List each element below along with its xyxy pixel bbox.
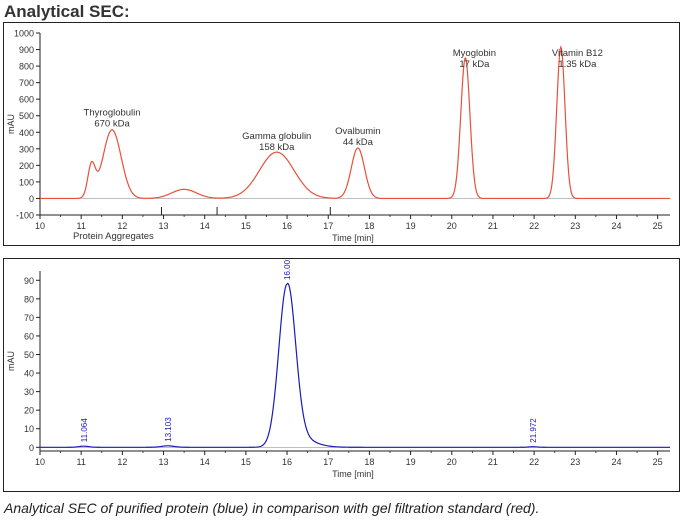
x-tick-label: 13 (159, 457, 169, 467)
sample-chart-panel: 0 10 20 30 40 50 60 70 80 90 10 11 12 13 14 15 16 17 18 19 2… (3, 258, 680, 492)
y-tick-label: 300 (19, 144, 34, 154)
y-tick-label: 90 (24, 276, 34, 286)
peak-annotation: Protein Aggregates (73, 231, 154, 242)
annotation-text: Thyroglobulin (84, 108, 141, 119)
x-tick-label: 20 (447, 221, 457, 231)
x-axis-label: Time [min] (332, 233, 374, 243)
y-tick-label: 30 (24, 387, 34, 397)
y-tick-label: 100 (19, 177, 34, 187)
x-tick-label: 11 (77, 221, 86, 231)
annotation-text: 158 kDa (259, 142, 295, 153)
series-line-1-0 (40, 282, 670, 448)
series-line-0-0 (40, 45, 670, 200)
y-tick-label: 500 (19, 111, 34, 121)
x-tick-label: 16 (282, 457, 292, 467)
x-tick-label: 22 (529, 221, 539, 231)
x-tick-label: 21 (488, 457, 498, 467)
annotation-text: 670 kDa (94, 119, 130, 130)
y-tick-label: 400 (19, 128, 34, 138)
x-tick-label: 23 (570, 457, 580, 467)
x-tick-label: 10 (35, 457, 45, 467)
peak-retention-label: 13.103 (164, 417, 173, 442)
x-tick-label: 19 (406, 457, 416, 467)
y-tick-label: 60 (24, 331, 34, 341)
x-tick-label: 15 (241, 457, 251, 467)
x-tick-label: 10 (35, 221, 45, 231)
x-tick-label: 11 (77, 457, 86, 467)
x-tick-label: 17 (323, 457, 333, 467)
y-tick-label: 10 (24, 424, 34, 434)
y-tick-label: 80 (24, 294, 34, 304)
y-tick-label: 40 (24, 369, 34, 379)
x-tick-label: 24 (611, 457, 621, 467)
x-axis-label: Time [min] (332, 469, 374, 479)
y-tick-label: 800 (19, 62, 34, 72)
x-tick-label: 25 (653, 221, 663, 231)
x-tick-label: 19 (406, 221, 416, 231)
x-tick-label: 14 (200, 221, 210, 231)
x-tick-label: 12 (117, 457, 127, 467)
annotation-text: Protein Aggregates (73, 231, 154, 242)
annotation-text: Gamma globulin (242, 131, 311, 142)
y-tick-label: 200 (19, 161, 34, 171)
x-tick-label: 25 (653, 457, 663, 467)
annotation-text: 44 kDa (343, 137, 374, 148)
x-tick-label: 22 (529, 457, 539, 467)
y-axis-label: mAU (6, 114, 16, 134)
x-tick-label: 18 (364, 221, 374, 231)
y-tick-label: 20 (24, 406, 34, 416)
y-tick-label: 0 (29, 443, 34, 453)
x-tick-label: 16 (282, 221, 292, 231)
x-tick-label: 14 (200, 457, 210, 467)
standard-chart-panel: -100 0 100 200 300 400 500 600 700 800 900 1000 10 11… (3, 22, 680, 246)
peak-retention-label: 16.001 (283, 259, 292, 280)
y-tick-label: 600 (19, 95, 34, 105)
standard-chromatogram: -100 0 100 200 300 400 500 600 700 800 900 1000 10 11… (6, 29, 670, 243)
x-tick-label: 24 (611, 221, 621, 231)
y-tick-label: 1000 (14, 29, 34, 39)
annotation-text: Myoglobin (453, 48, 496, 59)
y-axis-label: mAU (6, 351, 16, 371)
peak-retention-label: 11.064 (80, 418, 89, 442)
x-tick-label: 18 (364, 457, 374, 467)
annotation-text: Ovalbumin (335, 126, 380, 137)
x-tick-label: 23 (570, 221, 580, 231)
x-tick-label: 20 (447, 457, 457, 467)
y-tick-label: -100 (16, 211, 34, 221)
y-tick-label: 0 (29, 194, 34, 204)
x-tick-label: 12 (117, 221, 127, 231)
y-tick-label: 700 (19, 78, 34, 88)
x-tick-label: 21 (488, 221, 498, 231)
x-tick-label: 13 (159, 221, 169, 231)
figure-caption: Analytical SEC of purified protein (blue… (4, 500, 540, 516)
annotation-text: 17 kDa (459, 59, 490, 70)
annotation-text: Vitamin B12 (552, 48, 603, 59)
x-tick-label: 15 (241, 221, 251, 231)
peak-retention-label: 21.972 (529, 418, 538, 443)
x-tick-label: 17 (323, 221, 333, 231)
y-tick-label: 70 (24, 313, 34, 323)
page-title: Analytical SEC: (4, 2, 130, 21)
annotation-text: 1.35 kDa (558, 59, 597, 70)
y-tick-label: 900 (19, 45, 34, 55)
y-tick-label: 50 (24, 350, 34, 360)
